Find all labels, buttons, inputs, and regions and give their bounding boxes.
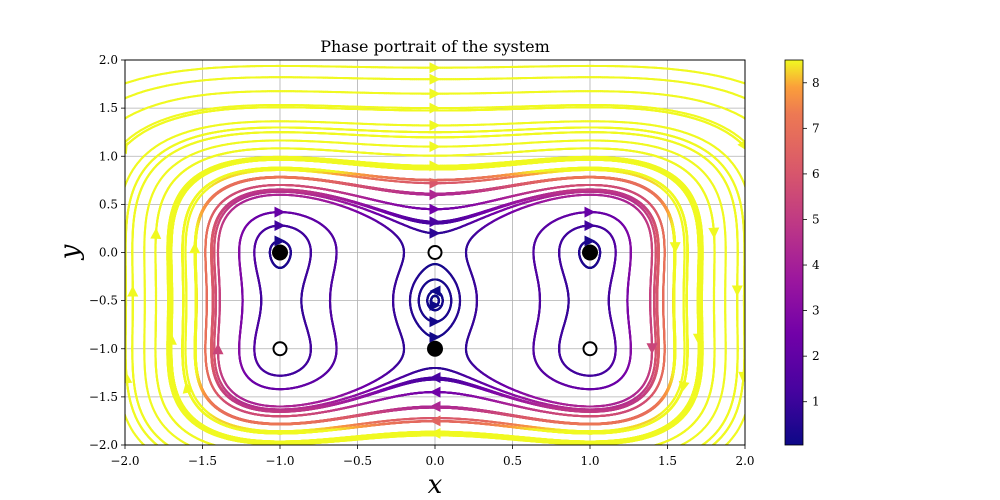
chart-title: Phase portrait of the system [320,37,550,56]
